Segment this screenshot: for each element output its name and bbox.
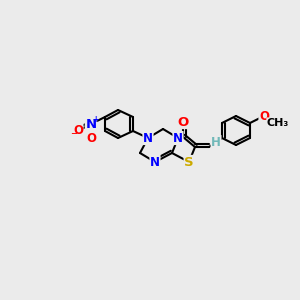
Text: O: O: [259, 110, 269, 122]
Text: H: H: [211, 136, 221, 148]
Text: N: N: [173, 131, 183, 145]
Text: O: O: [86, 131, 96, 145]
Text: O: O: [73, 124, 83, 137]
Text: −: −: [70, 130, 77, 139]
Text: N: N: [150, 155, 160, 169]
Text: N: N: [143, 131, 153, 145]
Text: N: N: [85, 118, 97, 130]
Text: CH₃: CH₃: [267, 118, 289, 128]
Text: S: S: [184, 155, 194, 169]
Text: O: O: [177, 116, 189, 128]
Text: +: +: [92, 116, 98, 124]
